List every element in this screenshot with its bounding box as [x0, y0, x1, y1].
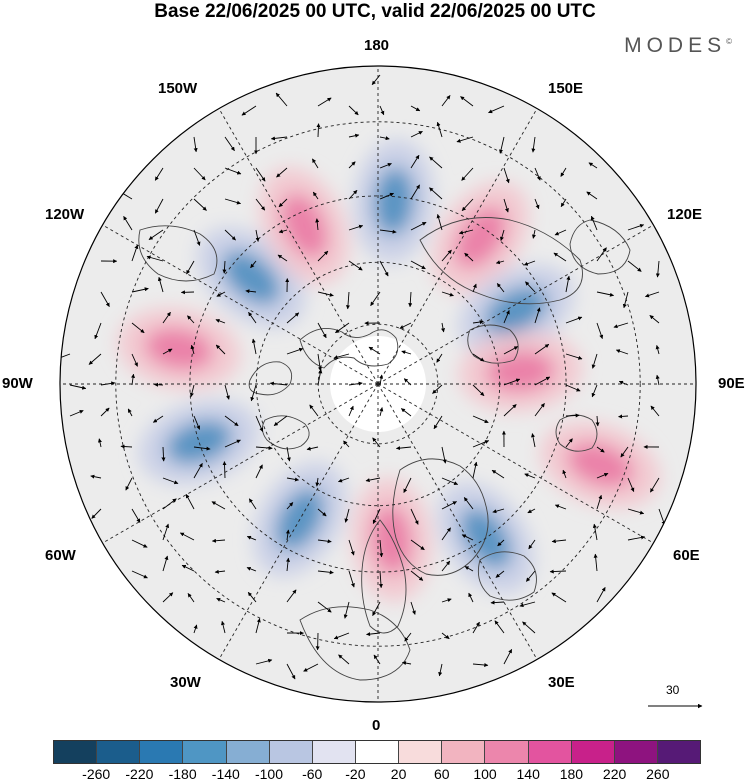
- colorbar-tick-label: 60: [434, 766, 450, 782]
- colorbar-swatch: [485, 741, 528, 763]
- lon-label-60e: 60E: [673, 547, 700, 564]
- colorbar-swatch: [183, 741, 226, 763]
- lon-label-120e: 120E: [667, 206, 702, 223]
- wind-vector: [224, 462, 225, 479]
- colorbar-tick-label: -20: [345, 766, 365, 782]
- lon-label-90e: 90E: [718, 375, 745, 392]
- lon-label-30w: 30W: [170, 674, 201, 691]
- colorbar-tick-label: -180: [169, 766, 197, 782]
- colorbar-swatch: [399, 741, 442, 763]
- colorbar-tick-label: -220: [125, 766, 153, 782]
- colorbar-swatch: [356, 741, 399, 763]
- lon-label-150w: 150W: [158, 80, 197, 97]
- colorbar-tick-label: -260: [82, 766, 110, 782]
- colorbar-tick-label: -60: [302, 766, 322, 782]
- lon-label-60w: 60W: [45, 547, 76, 564]
- colorbar-tick-label: -100: [255, 766, 283, 782]
- colorbar-swatch: [442, 741, 485, 763]
- wind-vector: [318, 124, 319, 137]
- colorbar-swatch: [140, 741, 183, 763]
- colorbar-swatch: [97, 741, 140, 763]
- lon-label-180: 180: [364, 37, 389, 54]
- colorbar-ticks: -260 -220 -180 -140 -100 -60 -20 20 60 100 140 180 2…: [0, 766, 750, 784]
- colorbar-tick-label: 260: [646, 766, 669, 782]
- colorbar-tick-label: 100: [473, 766, 496, 782]
- colorbar-tick-label: 220: [603, 766, 626, 782]
- colorbar-tick-label: 20: [391, 766, 407, 782]
- colorbar-swatch: [227, 741, 270, 763]
- colorbar-swatch: [313, 741, 356, 763]
- colorbar-swatch: [270, 741, 313, 763]
- lon-label-120w: 120W: [45, 206, 84, 223]
- colorbar-swatch: [54, 741, 97, 763]
- colorbar-swatch: [615, 741, 658, 763]
- lon-label-90w: 90W: [2, 375, 33, 392]
- colorbar-tick-label: 140: [517, 766, 540, 782]
- colorbar-tick-label: 180: [560, 766, 583, 782]
- lon-label-0: 0: [372, 717, 380, 734]
- colorbar-swatch: [529, 741, 572, 763]
- lon-label-150e: 150E: [548, 80, 583, 97]
- vector-reference-value: 30: [666, 683, 679, 697]
- colorbar-tick-label: -140: [212, 766, 240, 782]
- colorbar: [53, 740, 701, 764]
- lon-label-30e: 30E: [548, 674, 575, 691]
- colorbar-swatch: [572, 741, 615, 763]
- colorbar-swatch: [658, 741, 700, 763]
